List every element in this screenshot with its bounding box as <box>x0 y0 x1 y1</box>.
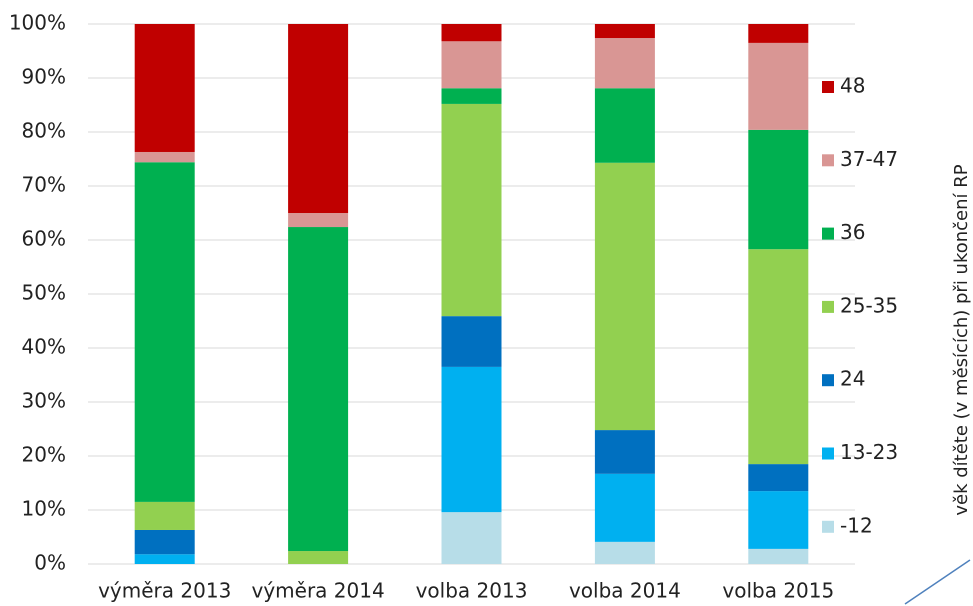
bar-segment <box>134 529 195 555</box>
x-tick-label: volba 2015 <box>722 579 834 603</box>
bar-segment <box>594 24 655 39</box>
bar-segment <box>441 316 502 367</box>
legend-label: 36 <box>840 220 865 244</box>
legend-swatch <box>822 300 834 313</box>
y-tick-label: 30% <box>22 389 66 413</box>
legend-label: 13-23 <box>840 440 898 464</box>
bar-segment <box>288 551 349 564</box>
bar-segment <box>134 151 195 163</box>
bar-segment <box>134 554 195 564</box>
bar-segment <box>441 103 502 317</box>
y-tick-label: 60% <box>22 227 66 251</box>
bar-segment <box>748 548 809 564</box>
legend-swatch <box>822 447 834 460</box>
bar-segment <box>594 88 655 163</box>
legend-swatch <box>822 520 834 533</box>
legend-label: 48 <box>840 74 865 98</box>
bar-segment <box>594 430 655 474</box>
bar-segment <box>594 38 655 89</box>
legend-label: 24 <box>840 367 865 391</box>
bar-segment <box>441 512 502 564</box>
legend-label: 37-47 <box>840 147 898 171</box>
bar-segment <box>441 41 502 89</box>
bar-segment <box>594 162 655 431</box>
bar-segment <box>748 491 809 549</box>
legend-label: 25-35 <box>840 293 898 317</box>
bar-segment <box>441 88 502 104</box>
y-tick-label: 90% <box>22 65 66 89</box>
y-tick-label: 0% <box>34 551 66 575</box>
bar-segment <box>748 464 809 492</box>
bar-segment <box>748 42 809 130</box>
legend-swatch <box>822 81 834 93</box>
bar-segment <box>594 541 655 564</box>
y-tick-label: 50% <box>22 281 66 305</box>
decoration <box>904 559 971 605</box>
legend-swatch <box>822 154 834 167</box>
x-tick-label: volba 2014 <box>569 579 681 603</box>
y-tick-label: 10% <box>22 497 66 521</box>
x-tick-label: výměra 2013 <box>98 579 231 603</box>
legend-title: věk dítěte (v měsících) při ukončení RP <box>951 164 972 515</box>
y-tick-label: 70% <box>22 173 66 197</box>
y-tick-label: 80% <box>22 119 66 143</box>
y-tick-label: 20% <box>22 443 66 467</box>
bar-segment <box>594 473 655 542</box>
bar-segment <box>748 249 809 465</box>
bar-segment <box>748 24 809 43</box>
bar-segment <box>288 213 349 228</box>
bar-segment <box>288 24 349 213</box>
bar-segment <box>134 24 195 152</box>
bar-segment <box>441 24 502 42</box>
bar-segment <box>748 129 809 250</box>
y-tick-label: 100% <box>9 11 66 35</box>
legend-swatch <box>822 374 834 387</box>
bar-segment <box>134 501 195 530</box>
bar-segment <box>288 227 349 552</box>
x-tick-label: výměra 2014 <box>251 579 384 603</box>
legend-label: -12 <box>840 513 873 537</box>
bar-segment <box>134 162 195 502</box>
x-tick-label: volba 2013 <box>416 579 528 603</box>
legend-swatch <box>822 227 834 240</box>
bar-segment <box>441 366 502 513</box>
y-tick-label: 40% <box>22 335 66 359</box>
